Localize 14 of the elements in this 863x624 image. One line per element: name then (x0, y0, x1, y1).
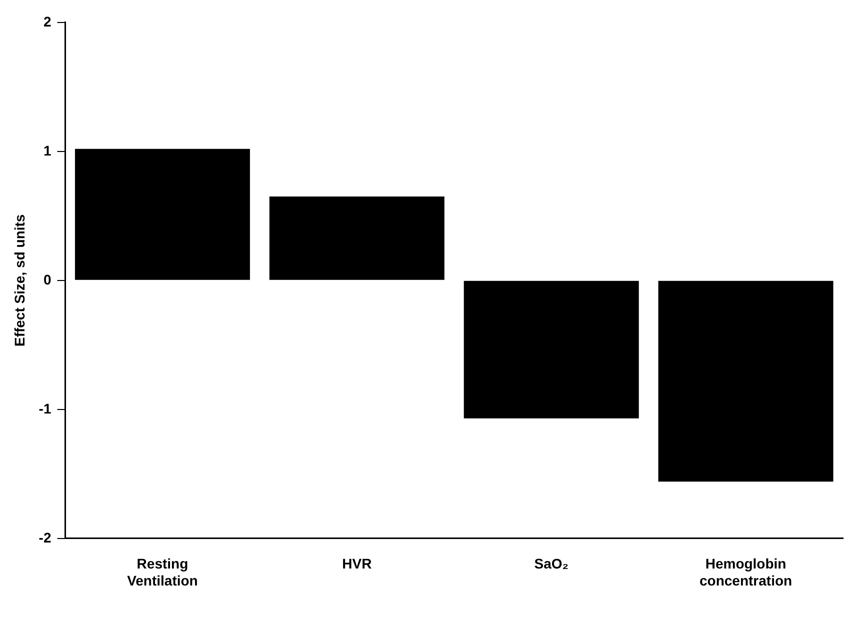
y-axis-title: Effect Size, sd units (11, 214, 28, 347)
y-tick-label: 1 (43, 142, 52, 158)
y-tick-label: -2 (38, 529, 52, 546)
x-tick-label: SaO₂ (534, 556, 568, 572)
bar (269, 196, 444, 280)
x-tick-label: Resting Ventilation (127, 556, 198, 588)
x-tick-label: HVR (342, 556, 372, 572)
x-tick-label: Hemoglobin concentration (699, 556, 792, 588)
y-tick-label: -1 (38, 400, 52, 416)
y-tick-label: 2 (43, 13, 52, 30)
bar (464, 280, 639, 418)
y-tick-label: 0 (43, 271, 52, 288)
bar (658, 280, 834, 482)
bar (74, 148, 250, 280)
